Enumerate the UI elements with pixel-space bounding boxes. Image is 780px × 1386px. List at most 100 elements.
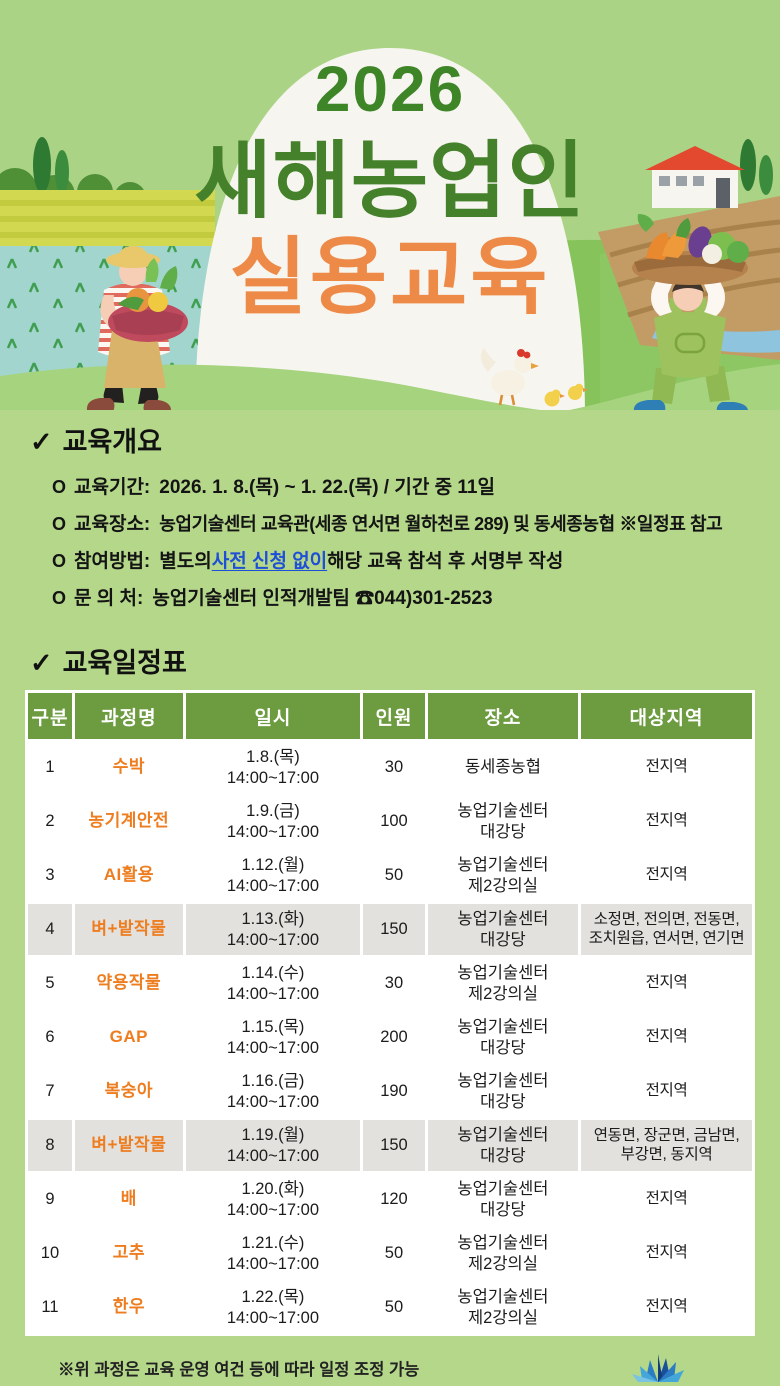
- cell-datetime: 1.8.(목) 14:00~17:00: [185, 742, 361, 793]
- chick-icon-2: [568, 383, 588, 400]
- cell-region: 전지역: [581, 796, 752, 847]
- cell-region: 전지역: [581, 742, 752, 793]
- cell-course: 약용작물: [74, 958, 183, 1009]
- cell-no: 10: [28, 1228, 72, 1279]
- overview-item-label: 문 의 처:: [74, 588, 144, 609]
- col-header-place: 장소: [427, 693, 579, 739]
- cell-course: 벼+밭작물: [74, 904, 183, 955]
- col-header-region: 대상지역: [581, 693, 752, 739]
- cell-place: 동세종농협: [427, 742, 579, 793]
- cell-datetime: 1.22.(목) 14:00~17:00: [185, 1282, 361, 1333]
- cell-people: 50: [363, 1282, 425, 1333]
- circle-bullet-icon: O: [52, 477, 67, 497]
- overview-heading-label: 교육개요: [62, 427, 162, 457]
- cell-no: 2: [28, 796, 72, 847]
- cell-course: 한우: [74, 1282, 183, 1333]
- egg-backdrop: [195, 48, 585, 410]
- meadow: [0, 364, 780, 410]
- cell-place: 농업기술센터 제2강의실: [427, 1282, 579, 1333]
- overview-list: O 교육기간: 2026. 1. 8.(목) ~ 1. 22.(목) / 기간 …: [52, 469, 780, 617]
- schedule-table: 구분 과정명 일시 인원 장소 대상지역 1 수박 1.8.(목) 14:00~…: [25, 690, 755, 1336]
- cell-people: 50: [363, 1228, 425, 1279]
- cell-region: 소정면, 전의면, 전동면, 조치원읍, 연서면, 연기면: [581, 904, 752, 955]
- cell-people: 30: [363, 742, 425, 793]
- cell-datetime: 1.13.(화) 14:00~17:00: [185, 904, 361, 955]
- table-row: 4 벼+밭작물 1.13.(화) 14:00~17:00 150 농업기술센터 …: [28, 904, 752, 955]
- overview-item-value-suffix: 해당 교육 참석 후 서명부 작성: [327, 551, 564, 572]
- schedule-heading-label: 교육일정표: [62, 648, 187, 678]
- footer-logo: 세종특별자치시 농업기술센터: [586, 1348, 756, 1386]
- overview-item-value: 농업기술센터 교육관(세종 연서면 월하천로 289) 및 동세종농협 ※일정표…: [159, 514, 723, 534]
- table-row: 10 고추 1.21.(수) 14:00~17:00 50 농업기술센터 제2강…: [28, 1228, 752, 1279]
- cell-no: 11: [28, 1282, 72, 1333]
- schedule-table-body: 1 수박 1.8.(목) 14:00~17:00 30 동세종농협 전지역 2 …: [28, 742, 752, 1333]
- cell-place: 농업기술센터 대강당: [427, 904, 579, 955]
- cell-no: 7: [28, 1066, 72, 1117]
- no-pre-registration-link[interactable]: 사전 신청 없이: [211, 551, 328, 572]
- trees: [33, 137, 773, 195]
- cell-place: 농업기술센터 제2강의실: [427, 1228, 579, 1279]
- footer: ※위 과정은 교육 운영 여건 등에 따라 일정 조정 가능 세종특별자치시 농…: [0, 1348, 780, 1386]
- overview-item-label: 참여방법:: [74, 551, 151, 572]
- cell-place: 농업기술센터 제2강의실: [427, 850, 579, 901]
- hero-illustration: 2026 새해농업인 실용교육: [0, 0, 780, 410]
- cell-region: 전지역: [581, 958, 752, 1009]
- cell-no: 8: [28, 1120, 72, 1171]
- circle-bullet-icon: O: [52, 514, 67, 534]
- cell-region: 전지역: [581, 1282, 752, 1333]
- cell-region: 전지역: [581, 1012, 752, 1063]
- cell-place: 농업기술센터 제2강의실: [427, 958, 579, 1009]
- cell-people: 200: [363, 1012, 425, 1063]
- cell-people: 150: [363, 904, 425, 955]
- cell-place: 농업기술센터 대강당: [427, 1120, 579, 1171]
- cell-course: 벼+밭작물: [74, 1120, 183, 1171]
- table-row: 1 수박 1.8.(목) 14:00~17:00 30 동세종농협 전지역: [28, 742, 752, 793]
- check-icon: ✓: [30, 648, 53, 678]
- overview-item-place: O 교육장소: 농업기술센터 교육관(세종 연서면 월하천로 289) 및 동세…: [52, 506, 780, 543]
- circle-bullet-icon: O: [52, 551, 67, 571]
- cell-no: 1: [28, 742, 72, 793]
- table-row: 6 GAP 1.15.(목) 14:00~17:00 200 농업기술센터 대강…: [28, 1012, 752, 1063]
- sejong-bird-icon: [632, 1354, 684, 1382]
- overview-item-value: 농업기술센터 인적개발팀 ☎044)301-2523: [152, 588, 493, 609]
- overview-item-label: 교육기간:: [74, 477, 151, 498]
- cell-no: 4: [28, 904, 72, 955]
- circle-bullet-icon: O: [52, 588, 67, 608]
- overview-section: ✓ 교육개요 O 교육기간: 2026. 1. 8.(목) ~ 1. 22.(목…: [0, 410, 780, 617]
- cell-people: 120: [363, 1174, 425, 1225]
- col-header-datetime: 일시: [185, 693, 361, 739]
- cell-region: 연동면, 장군면, 금남면, 부강면, 동지역: [581, 1120, 752, 1171]
- table-row: 11 한우 1.22.(목) 14:00~17:00 50 농업기술센터 제2강…: [28, 1282, 752, 1333]
- cell-datetime: 1.9.(금) 14:00~17:00: [185, 796, 361, 847]
- overview-item-value-prefix: 별도의: [159, 551, 212, 572]
- cell-course: 배: [74, 1174, 183, 1225]
- cell-region: 전지역: [581, 1174, 752, 1225]
- cell-datetime: 1.21.(수) 14:00~17:00: [185, 1228, 361, 1279]
- cell-no: 9: [28, 1174, 72, 1225]
- cell-place: 농업기술센터 대강당: [427, 1012, 579, 1063]
- cell-course: GAP: [74, 1012, 183, 1063]
- overview-item-contact: O 문 의 처: 농업기술센터 인적개발팀 ☎044)301-2523: [52, 580, 780, 617]
- cell-region: 전지역: [581, 850, 752, 901]
- cell-region: 전지역: [581, 1228, 752, 1279]
- cell-datetime: 1.16.(금) 14:00~17:00: [185, 1066, 361, 1117]
- table-row: 3 AI활용 1.12.(월) 14:00~17:00 50 농업기술센터 제2…: [28, 850, 752, 901]
- cell-course: 수박: [74, 742, 183, 793]
- chick-icon: [544, 389, 565, 407]
- schedule-change-note: ※위 과정은 교육 운영 여건 등에 따라 일정 조정 가능: [58, 1361, 420, 1379]
- col-header-no: 구분: [28, 693, 72, 739]
- table-row: 9 배 1.20.(화) 14:00~17:00 120 농업기술센터 대강당 …: [28, 1174, 752, 1225]
- table-row: 8 벼+밭작물 1.19.(월) 14:00~17:00 150 농업기술센터 …: [28, 1120, 752, 1171]
- col-header-people: 인원: [363, 693, 425, 739]
- overview-item-label: 교육장소:: [74, 514, 151, 535]
- farm-scene-illustration: [0, 0, 780, 410]
- cell-place: 농업기술센터 대강당: [427, 1174, 579, 1225]
- cell-place: 농업기술센터 대강당: [427, 1066, 579, 1117]
- cell-no: 5: [28, 958, 72, 1009]
- cell-no: 6: [28, 1012, 72, 1063]
- cell-people: 150: [363, 1120, 425, 1171]
- schedule-heading: ✓ 교육일정표: [0, 641, 780, 680]
- cell-course: 복숭아: [74, 1066, 183, 1117]
- schedule-section: ✓ 교육일정표 구분 과정명 일시 인원 장소 대상지역 1: [0, 641, 780, 1336]
